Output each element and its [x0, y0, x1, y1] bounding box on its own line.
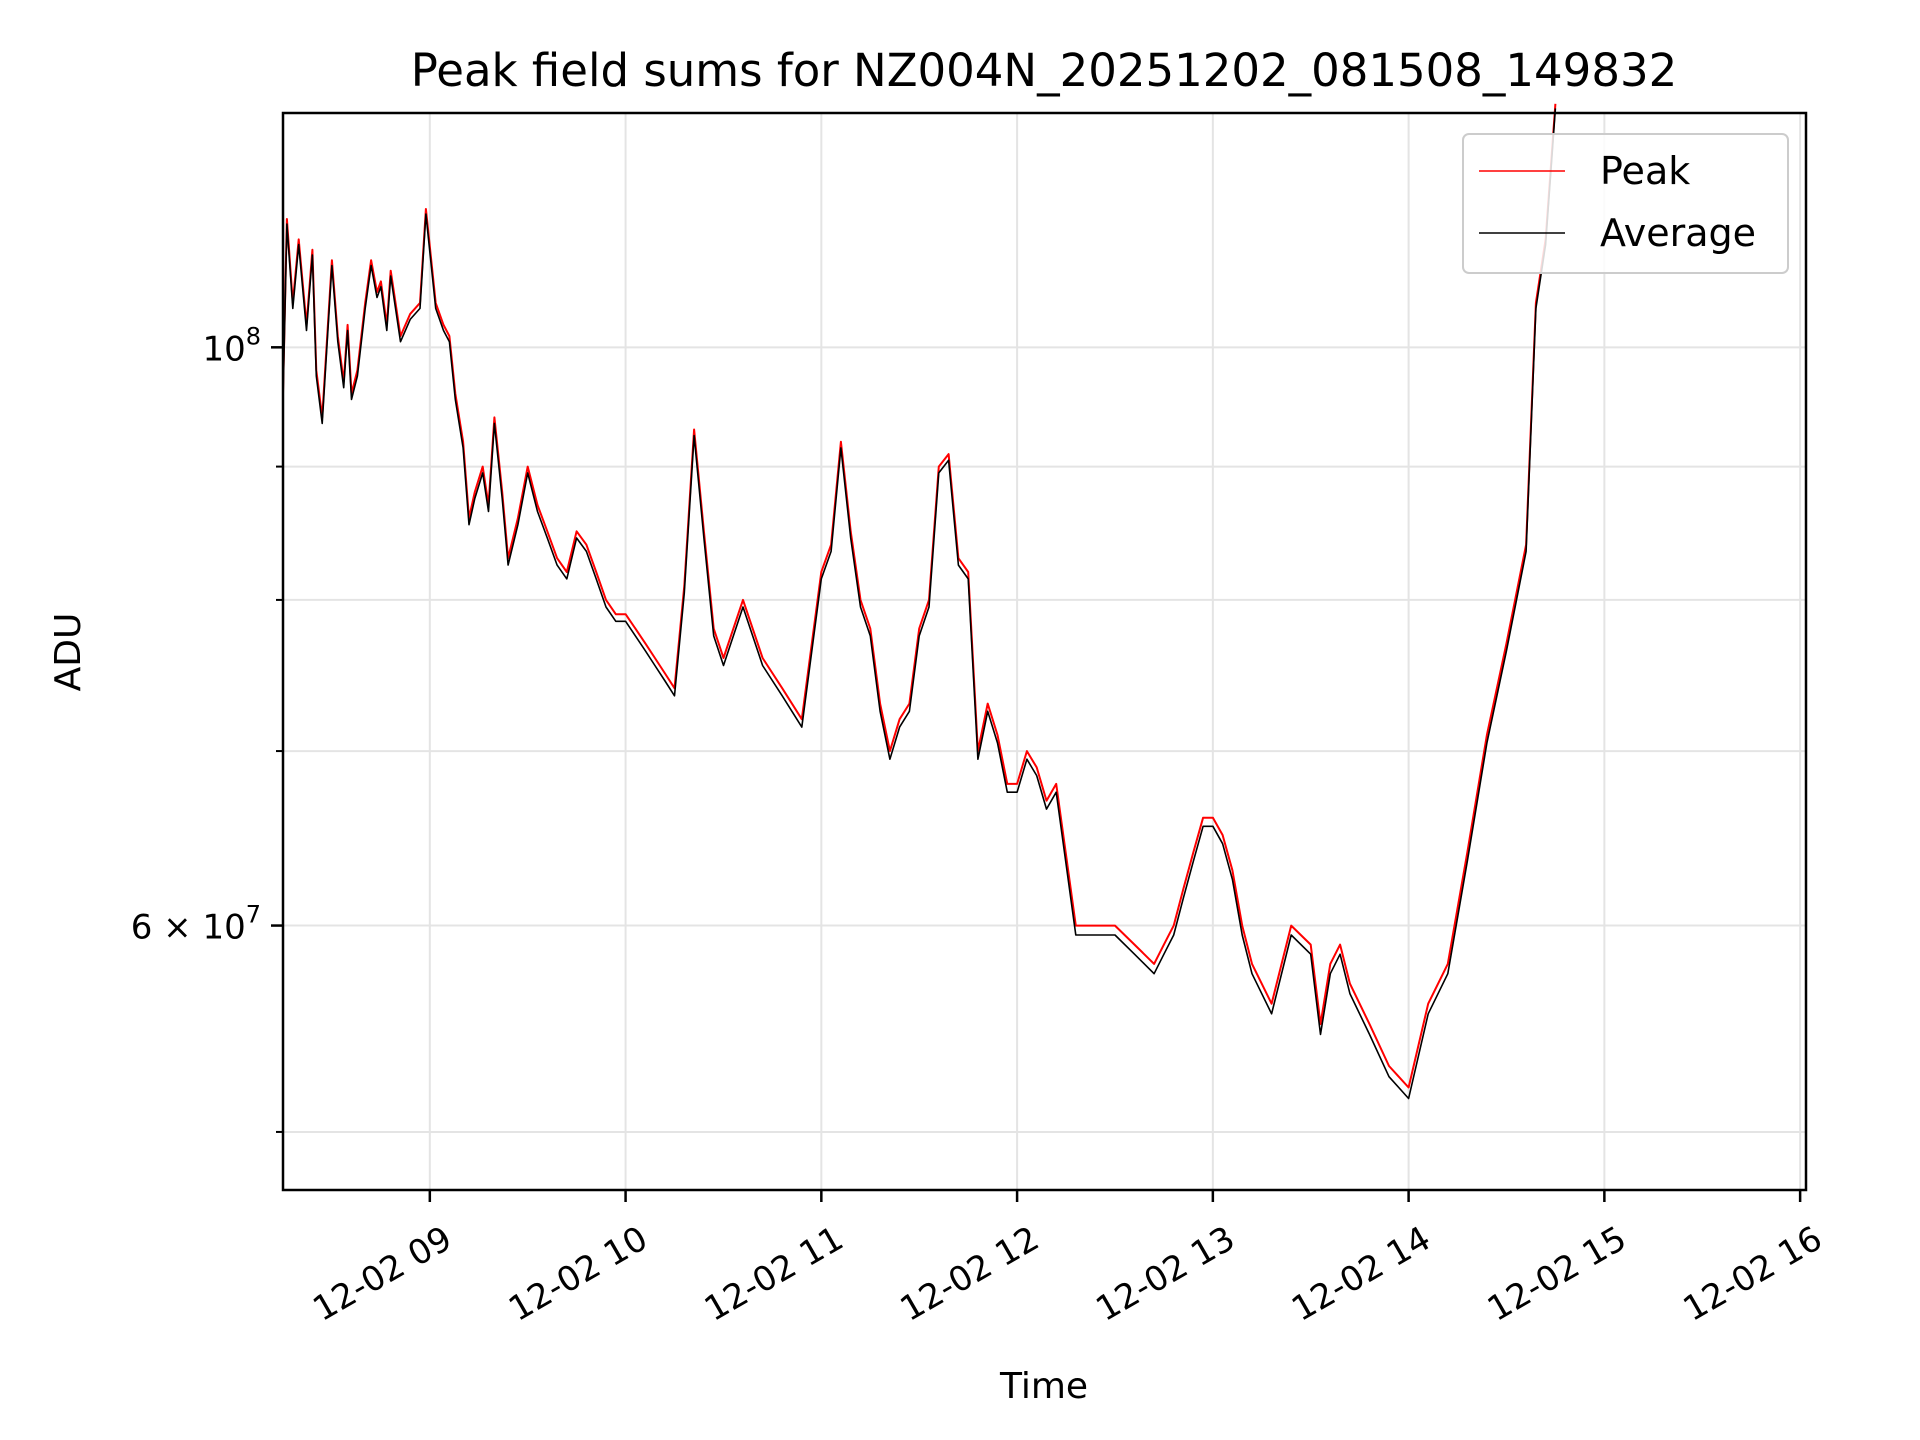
legend-label-peak: Peak [1600, 149, 1690, 193]
series-line-peak [282, 103, 1557, 1089]
x-tick-label: 12-02 15 [1481, 1219, 1633, 1330]
plot-area [282, 103, 1557, 1100]
series-line-average [282, 108, 1557, 1100]
legend: Peak Average [1462, 133, 1789, 274]
x-tick-label: 12-02 11 [698, 1219, 850, 1330]
x-tick-label: 12-02 09 [306, 1219, 458, 1330]
y-axis-label: ADU [48, 613, 89, 692]
x-tick-label: 12-02 12 [894, 1219, 1046, 1330]
axes-frame [281, 111, 1808, 1192]
legend-label-average: Average [1600, 211, 1756, 255]
y-tick-label: 6 × 107 [131, 901, 261, 948]
legend-box [1462, 133, 1789, 274]
x-tick-label: 12-02 10 [502, 1219, 654, 1330]
y-tick-label: 108 [202, 322, 261, 369]
grid [283, 113, 1806, 1190]
x-tick-label: 12-02 16 [1677, 1219, 1829, 1330]
axis-ticks: 12-02 09 12-02 10 12-02 11 12-02 12 12-02 13… [131, 322, 1829, 1329]
chart-title: Peak field sums for NZ004N_20251202_0815… [411, 44, 1677, 97]
x-tick-label: 12-02 13 [1089, 1219, 1241, 1330]
x-tick-label: 12-02 14 [1285, 1219, 1437, 1330]
x-axis-label: Time [999, 1366, 1088, 1407]
